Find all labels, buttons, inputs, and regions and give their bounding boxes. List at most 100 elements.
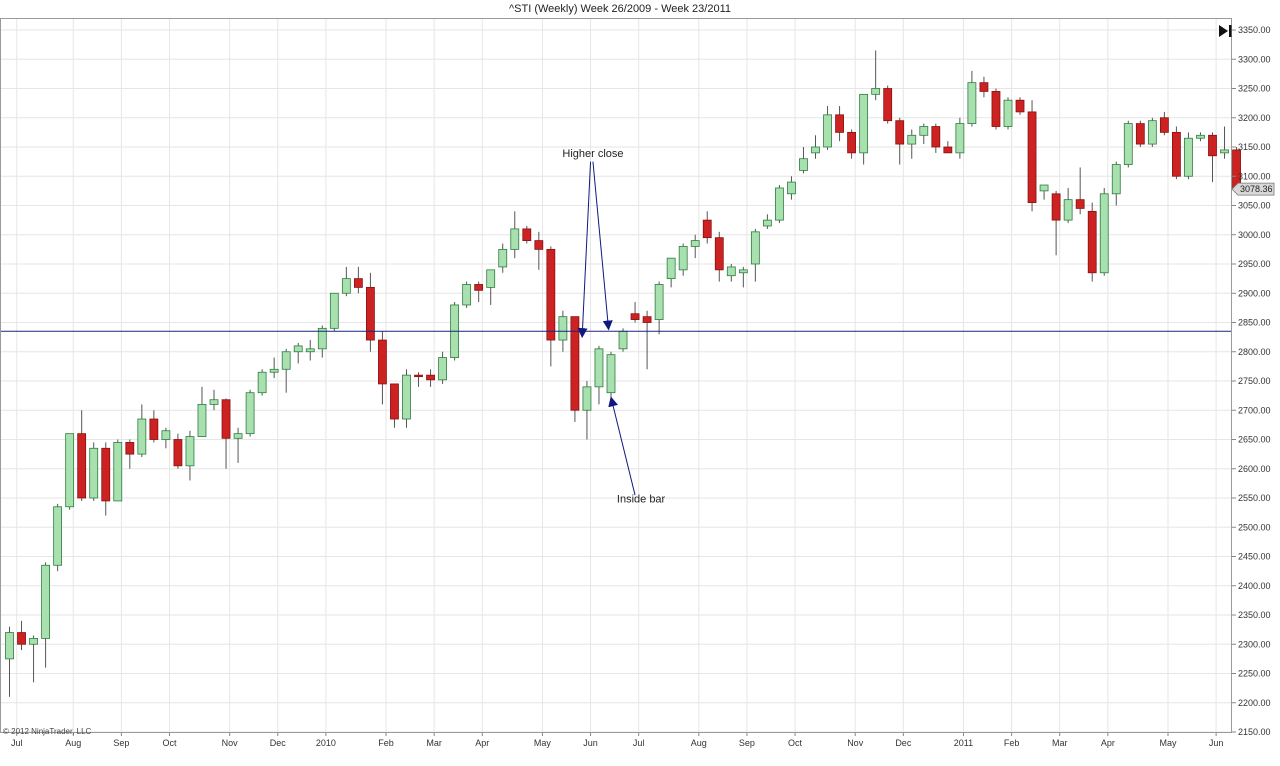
x-tick-label: Dec bbox=[895, 738, 912, 748]
candle-body-up bbox=[486, 269, 496, 288]
candle-body-up bbox=[185, 436, 195, 467]
candle-body-down bbox=[390, 383, 399, 420]
scroll-to-end-icon[interactable] bbox=[1219, 25, 1232, 37]
x-tick-label: Feb bbox=[378, 738, 394, 748]
candle-body-up bbox=[329, 292, 339, 329]
y-tick-label: 2250.00 bbox=[1238, 669, 1271, 679]
candle bbox=[329, 292, 339, 332]
candle bbox=[666, 257, 676, 288]
candle-body-up bbox=[137, 418, 147, 455]
candle bbox=[113, 439, 123, 502]
last-price-label: 3078.36 bbox=[1240, 184, 1273, 194]
x-tick-label: 2011 bbox=[954, 738, 973, 748]
candle-body-down bbox=[221, 399, 231, 439]
candle-body-up bbox=[678, 246, 688, 271]
candle bbox=[787, 176, 796, 200]
candle-body-up bbox=[1099, 193, 1109, 274]
candle bbox=[353, 266, 363, 294]
candle-body-down bbox=[1135, 123, 1145, 145]
candle bbox=[738, 266, 748, 288]
y-tick-label: 2400.00 bbox=[1238, 581, 1271, 591]
candle-body-down bbox=[534, 240, 544, 250]
x-tick-label: Sep bbox=[113, 738, 129, 748]
candle-body-up bbox=[726, 266, 736, 277]
candle-body-up bbox=[1147, 120, 1157, 145]
candle-body-up bbox=[750, 231, 760, 265]
chart-title: ^STI (Weekly) Week 26/2009 - Week 23/201… bbox=[509, 3, 731, 15]
candle-body-down bbox=[570, 316, 580, 411]
y-tick-label: 2750.00 bbox=[1238, 376, 1271, 386]
candle bbox=[762, 214, 772, 229]
candle bbox=[498, 243, 508, 273]
candle-body-down bbox=[17, 632, 26, 645]
x-tick-label: May bbox=[1159, 738, 1177, 748]
plot-border bbox=[0, 18, 1232, 733]
y-tick-label: 3150.00 bbox=[1238, 142, 1271, 152]
candle bbox=[378, 331, 387, 405]
y-tick-label: 2800.00 bbox=[1238, 347, 1271, 357]
candle bbox=[943, 141, 953, 154]
candle bbox=[714, 231, 724, 282]
candle-body-down bbox=[101, 447, 111, 502]
candle-body-down bbox=[1159, 117, 1169, 133]
candle bbox=[510, 211, 520, 259]
candle-body-up bbox=[582, 386, 592, 411]
x-tick-label: Apr bbox=[1101, 738, 1115, 748]
candle bbox=[197, 386, 207, 437]
annotation-label: Inside bar bbox=[617, 494, 666, 506]
x-tick-label: Jun bbox=[583, 738, 598, 748]
candle-body-up bbox=[654, 284, 664, 320]
candle bbox=[630, 302, 640, 323]
candle bbox=[546, 246, 556, 367]
candle-body-down bbox=[642, 316, 652, 323]
candle-body-down bbox=[365, 286, 375, 341]
candle-body-up bbox=[305, 348, 315, 353]
candle bbox=[65, 433, 75, 510]
candle-body-up bbox=[919, 126, 929, 136]
candle bbox=[233, 427, 243, 463]
candle bbox=[618, 328, 628, 352]
candle-body-up bbox=[41, 564, 50, 639]
candle bbox=[17, 620, 26, 651]
candle-body-up bbox=[811, 146, 820, 154]
candle-body-down bbox=[630, 313, 640, 320]
candle bbox=[594, 345, 604, 405]
candle bbox=[486, 269, 496, 305]
candle bbox=[1063, 187, 1073, 224]
annotation-label: Higher close bbox=[562, 148, 623, 160]
candle-body-up bbox=[606, 354, 616, 394]
candle-body-up bbox=[666, 257, 676, 280]
candle bbox=[895, 117, 905, 165]
y-tick-label: 3200.00 bbox=[1238, 113, 1271, 123]
candle bbox=[101, 442, 111, 516]
candle-body-down bbox=[173, 439, 183, 467]
y-tick-label: 2950.00 bbox=[1238, 259, 1271, 269]
candle-body-up bbox=[341, 278, 351, 294]
x-tick-label: Apr bbox=[475, 738, 489, 748]
candle bbox=[1111, 161, 1121, 206]
candle bbox=[1135, 120, 1145, 147]
candle bbox=[161, 427, 171, 449]
candle-body-up bbox=[113, 442, 123, 502]
x-tick-label: Jul bbox=[633, 738, 645, 748]
candle-body-down bbox=[1027, 111, 1037, 203]
candle-body-down bbox=[979, 82, 989, 92]
candle bbox=[931, 123, 941, 153]
candle-body-down bbox=[847, 131, 856, 154]
candle-body-up bbox=[317, 327, 327, 350]
candle-body-down bbox=[1208, 134, 1217, 157]
candle bbox=[1172, 126, 1181, 180]
candle-body-up bbox=[1003, 99, 1013, 127]
candle bbox=[871, 50, 881, 101]
candle bbox=[799, 147, 808, 174]
x-tick-label: Jul bbox=[11, 738, 23, 748]
candle-body-up bbox=[402, 374, 411, 420]
candle-body-down bbox=[895, 120, 905, 145]
candle-body-up bbox=[1123, 123, 1133, 165]
candle-body-up bbox=[967, 82, 977, 125]
candle bbox=[1075, 167, 1085, 215]
candle bbox=[811, 135, 820, 159]
y-tick-label: 2500.00 bbox=[1238, 522, 1271, 532]
